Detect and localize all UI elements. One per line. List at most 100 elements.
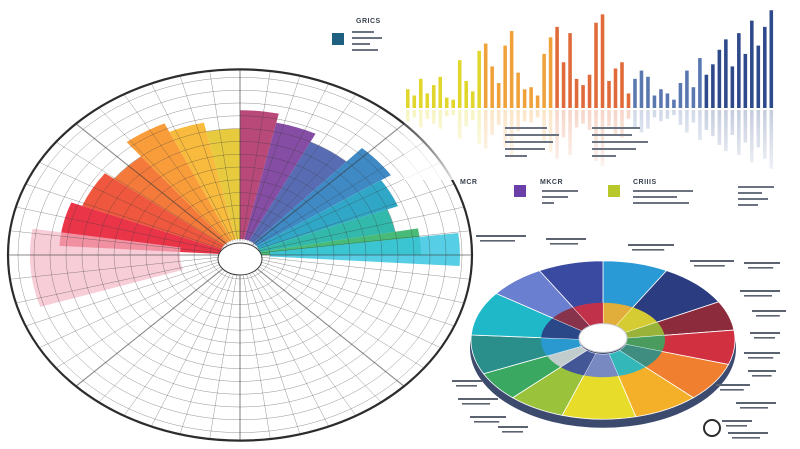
wheel-spoke — [179, 75, 236, 242]
donut-inner-5 — [619, 344, 662, 368]
wheel-spoke — [38, 161, 225, 249]
bar-57 — [769, 10, 774, 109]
mid-header-2: MKCR — [540, 179, 563, 186]
bar-24 — [555, 26, 559, 109]
bar-52 — [737, 33, 741, 109]
wheel-streak — [269, 232, 460, 267]
annotation-line — [470, 416, 506, 418]
donut-inner-13 — [573, 302, 603, 328]
wheel-spoke — [246, 83, 329, 242]
annotation-line — [726, 425, 747, 427]
bar-26 — [568, 33, 572, 109]
wheel-slice-3 — [114, 156, 228, 246]
annotation-line — [462, 403, 490, 405]
bar-56 — [763, 26, 767, 109]
annotation-line — [756, 315, 780, 317]
bar-4 — [425, 93, 430, 108]
wheel-spoke — [9, 230, 223, 254]
bar-chart — [404, 10, 778, 180]
wheel-spoke — [179, 268, 236, 435]
bar-47 — [704, 74, 709, 108]
annotation-line — [716, 384, 750, 386]
legend-swatch-lime — [608, 185, 620, 197]
bar-55 — [756, 45, 761, 108]
wheel-spoke — [9, 256, 223, 280]
bar-35 — [626, 93, 631, 108]
wheel-slice-9 — [248, 142, 347, 244]
wheel-spoke — [55, 141, 226, 247]
wheel-spoke — [257, 258, 465, 304]
bar-12 — [477, 50, 481, 108]
mid-header-3: CRIIIS — [633, 179, 657, 186]
bar-25 — [561, 62, 566, 108]
color-wheel-chart — [6, 68, 474, 442]
annotation-line — [474, 421, 500, 423]
top-legend: GRICS — [332, 18, 382, 51]
donut-inner-11 — [541, 318, 584, 340]
wheel-slice-7 — [240, 110, 279, 240]
bar-13 — [483, 43, 488, 108]
donut-annotations — [452, 235, 786, 439]
wheel-spoke — [151, 268, 234, 427]
bar-29 — [587, 74, 592, 108]
wheel-slice-2 — [82, 173, 225, 250]
wheel-spoke — [242, 70, 271, 241]
wheel-spoke — [75, 264, 228, 387]
annotation-line — [480, 240, 515, 242]
bar-44 — [685, 70, 689, 108]
donut-inner-3 — [624, 322, 665, 339]
bar-21 — [535, 95, 540, 108]
wheel-spoke — [248, 267, 357, 416]
bar-8 — [451, 99, 456, 108]
wheel-slice-5 — [169, 122, 236, 241]
bar-49 — [717, 49, 722, 108]
wheel-spoke — [250, 107, 382, 244]
annotation-line — [744, 262, 780, 264]
bar-41 — [665, 93, 670, 108]
bar-28 — [581, 85, 585, 108]
annotation-line — [722, 420, 752, 422]
bar-42 — [672, 99, 676, 108]
bar-38 — [646, 76, 650, 108]
wheel-spoke — [252, 264, 405, 387]
wheel-spoke — [25, 260, 224, 327]
wheel-spoke — [248, 94, 357, 243]
wheel-spoke — [244, 268, 301, 435]
bar-1 — [406, 89, 410, 108]
wheel-spoke — [38, 261, 225, 349]
wheel-spoke — [256, 183, 455, 250]
wheel-spoke — [244, 75, 301, 242]
bar-9 — [457, 60, 462, 108]
wheel-spoke — [123, 267, 232, 416]
bar-50 — [724, 39, 728, 108]
bar-2 — [412, 95, 417, 108]
bar-20 — [529, 87, 533, 108]
bar-14 — [490, 66, 494, 108]
annotation-line — [750, 332, 780, 334]
wheel-spoke — [209, 269, 238, 440]
bar-37 — [639, 70, 644, 108]
wheel-slice-8 — [244, 122, 316, 241]
bar-43 — [678, 83, 683, 108]
bar-51 — [730, 66, 735, 108]
wheel-spoke — [254, 263, 425, 369]
bar-15 — [496, 83, 501, 108]
wheel-spoke — [257, 206, 465, 252]
donut-inner-2 — [614, 307, 658, 334]
wheel-spoke — [15, 258, 223, 304]
annotation-line — [748, 267, 774, 269]
wheel-slice-4 — [126, 123, 232, 243]
bar-39 — [652, 95, 657, 108]
donut-inner-6 — [608, 350, 646, 377]
annotation-line — [452, 380, 482, 382]
legend-header: GRICS — [356, 18, 381, 25]
wheel-slice-12 — [258, 209, 396, 253]
bar-6 — [438, 76, 443, 108]
bar-40 — [659, 89, 663, 108]
wheel-spoke — [55, 263, 226, 369]
annotation-line — [744, 295, 772, 297]
annotation-line — [748, 357, 774, 359]
bar-18 — [516, 72, 520, 108]
wheel-spoke — [75, 123, 228, 246]
